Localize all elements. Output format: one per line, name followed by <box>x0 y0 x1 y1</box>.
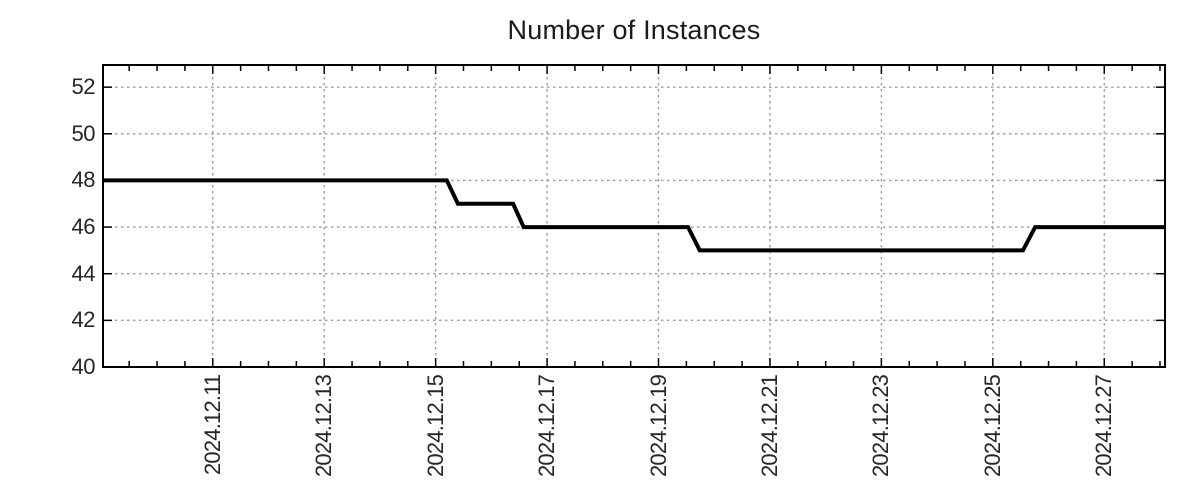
axis-border <box>102 64 1166 368</box>
x-tick-label: 2024.12.23 <box>868 374 893 477</box>
x-tick-label: 2024.12.17 <box>534 374 559 477</box>
data-line-instances <box>103 178 1165 253</box>
y-tick-label: 50 <box>71 121 96 146</box>
x-tick-label: 2024.12.21 <box>757 374 782 477</box>
y-tick-label: 40 <box>71 354 96 379</box>
x-tick-label: 2024.12.11 <box>200 374 225 475</box>
y-tick-label: 52 <box>71 74 96 99</box>
y-tick-label: 46 <box>71 214 96 239</box>
x-tick-label: 2024.12.13 <box>311 374 336 477</box>
x-tick-label: 2024.12.27 <box>1091 374 1116 477</box>
x-tick-label: 2024.12.15 <box>423 374 448 477</box>
chart-title: Number of Instances <box>507 15 761 45</box>
x-tick-label: 2024.12.25 <box>980 374 1005 477</box>
y-tick-label: 44 <box>71 261 96 286</box>
y-tick-label: 48 <box>71 167 96 192</box>
x-tick-label: 2024.12.19 <box>646 374 671 477</box>
y-tick-label: 42 <box>71 307 96 332</box>
